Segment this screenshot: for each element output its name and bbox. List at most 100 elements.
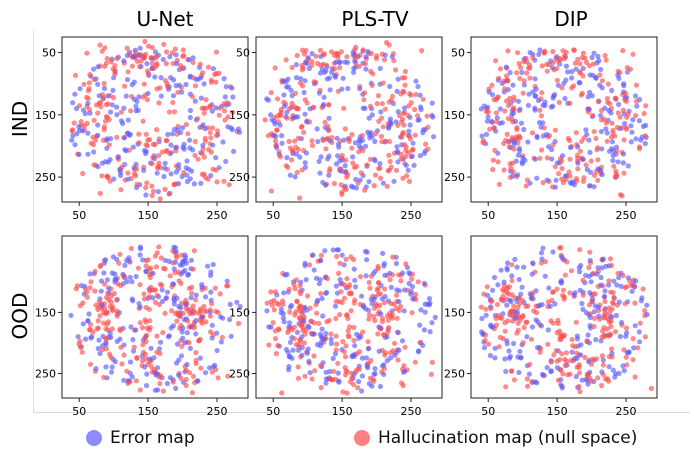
hallucination-point (371, 183, 377, 189)
error-point (616, 299, 622, 305)
hallucination-point (375, 331, 381, 337)
hallucination-point (607, 319, 613, 325)
error-point (509, 112, 515, 118)
error-point (208, 289, 214, 295)
hallucination-point (368, 68, 374, 75)
hallucination-point (143, 131, 149, 137)
hallucination-point (599, 382, 605, 389)
column-title-0: U-Net (137, 7, 194, 31)
hallucination-point (180, 310, 186, 316)
error-point (379, 296, 385, 302)
error-point (108, 109, 114, 115)
error-point (366, 179, 372, 185)
error-point (543, 131, 550, 138)
error-point (287, 320, 293, 326)
hallucination-point (157, 196, 163, 202)
hallucination-point (615, 110, 621, 116)
error-point (95, 132, 101, 138)
hallucination-point (343, 372, 349, 378)
error-point (578, 342, 584, 348)
error-point (377, 65, 383, 72)
hallucination-point (349, 145, 355, 151)
error-point (137, 246, 144, 252)
hallucination-point (326, 127, 332, 133)
hallucination-point (500, 287, 506, 293)
error-point (182, 340, 188, 346)
error-point (569, 75, 575, 81)
hallucination-point (539, 63, 545, 69)
hallucination-point (96, 299, 102, 305)
hallucination-point (500, 336, 506, 342)
hallucination-point (124, 368, 130, 374)
hallucination-point (509, 278, 515, 284)
hallucination-point (164, 49, 170, 55)
error-point (183, 81, 189, 88)
error-point (287, 353, 293, 359)
error-point (128, 324, 134, 330)
error-point (193, 76, 199, 82)
hallucination-point (516, 133, 522, 139)
hallucination-point (210, 332, 216, 338)
error-point (114, 338, 120, 344)
hallucination-point (342, 126, 348, 132)
hallucination-point (419, 48, 425, 54)
hallucination-point (314, 310, 320, 316)
error-point (268, 112, 274, 118)
error-point (89, 334, 95, 340)
hallucination-point (396, 307, 402, 314)
error-point (418, 106, 424, 113)
error-point (565, 69, 571, 75)
hallucination-point (398, 151, 404, 157)
hallucination-point (575, 56, 581, 62)
error-point (129, 279, 135, 285)
error-point (378, 109, 384, 115)
hallucination-point (100, 137, 106, 143)
error-point (510, 173, 516, 179)
error-point (365, 48, 371, 55)
hallucination-point (147, 274, 153, 281)
hallucination-point (189, 94, 196, 100)
error-point (363, 66, 369, 72)
hallucination-point (334, 341, 340, 347)
legend: Error map Hallucination map (null space) (0, 428, 694, 456)
error-point (173, 52, 179, 58)
hallucination-point (538, 260, 544, 266)
error-point (644, 311, 650, 318)
hallucination-point (190, 266, 196, 272)
error-point (616, 75, 622, 81)
error-point (526, 91, 532, 97)
hallucination-point (289, 64, 295, 71)
y-tick-label: 250 (444, 171, 465, 184)
hallucination-point (599, 78, 606, 84)
hallucination-point (345, 332, 352, 338)
hallucination-point (502, 328, 508, 334)
error-point (583, 272, 589, 278)
hallucination-point (333, 50, 339, 56)
error-point (518, 120, 525, 126)
hallucination-point (620, 107, 627, 113)
hallucination-point (289, 157, 295, 163)
hallucination-point (408, 100, 414, 106)
error-point (377, 383, 383, 390)
error-point (281, 92, 287, 98)
hallucination-point (504, 98, 510, 104)
hallucination-point (181, 170, 187, 176)
hallucination-point (87, 285, 93, 291)
hallucination-point (213, 79, 219, 85)
hallucination-point (569, 336, 575, 343)
hallucination-point (545, 299, 552, 305)
hallucination-point (340, 389, 346, 395)
hallucination-point (273, 351, 279, 357)
error-point (237, 303, 243, 310)
hallucination-point (374, 101, 380, 107)
error-point (223, 84, 229, 90)
hallucination-point (167, 273, 173, 279)
hallucination-point (561, 56, 568, 62)
hallucination-point (595, 145, 601, 151)
error-point (96, 337, 102, 343)
hallucination-point (324, 276, 331, 282)
hallucination-point (348, 370, 355, 376)
error-point (173, 169, 179, 175)
error-point (409, 284, 416, 290)
points (478, 47, 649, 199)
